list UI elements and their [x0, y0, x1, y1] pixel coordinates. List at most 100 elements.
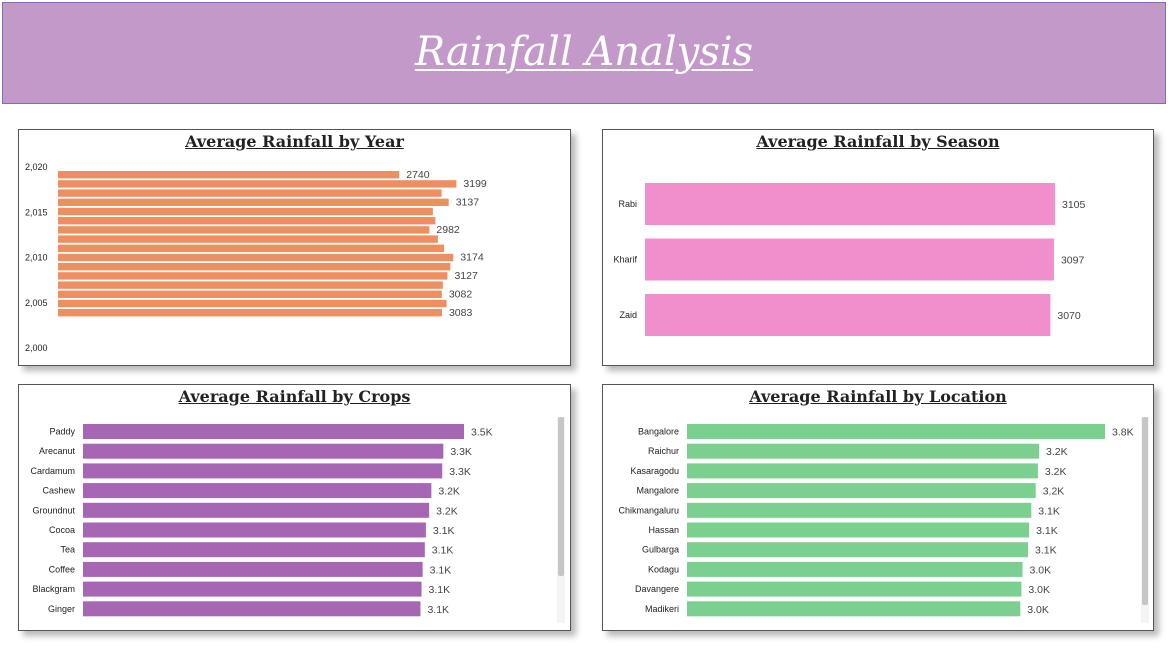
header-banner: Rainfall Analysis	[2, 2, 1166, 104]
data-label-arecanut: 3.3K	[450, 446, 472, 458]
category-label-cardamum: Cardamum	[30, 466, 75, 476]
bar-hassan	[687, 522, 1030, 538]
bar-gulbarga	[687, 542, 1028, 558]
category-label-paddy: Paddy	[49, 427, 75, 437]
bar-zaid	[645, 294, 1051, 336]
bar-year-2016	[58, 207, 433, 216]
data-label-ginger: 3.1K	[427, 604, 449, 616]
bar-year-2006	[58, 299, 447, 308]
category-label-madikeri: Madikeri	[645, 604, 679, 614]
chart-crops: Paddy 3.5K Arecanut 3.3K Cardamum 3.3K Cashew 3…	[30, 424, 493, 617]
category-label-blackgram: Blackgram	[32, 584, 75, 594]
category-label-bangalore: Bangalore	[638, 427, 679, 437]
bar-year-2011	[58, 253, 454, 262]
bar-bangalore	[687, 424, 1105, 439]
data-label-bangalore: 3.8K	[1112, 427, 1134, 439]
chart-panel-crops[interactable]: Average Rainfall by Crops Paddy 3.5K Areca…	[18, 384, 571, 631]
bar-cashew	[83, 483, 432, 499]
bar-year-2018	[58, 189, 442, 197]
bar-cardamum	[83, 463, 443, 479]
bar-year-2005	[58, 309, 442, 317]
bar-tea	[83, 542, 425, 558]
data-label-raichur: 3.2K	[1046, 446, 1068, 458]
y-tick-label: 2,015	[25, 207, 48, 217]
page-title: Rainfall Analysis	[414, 29, 754, 75]
category-label-coffee: Coffee	[49, 564, 75, 574]
category-label-cashew: Cashew	[42, 486, 75, 496]
chart-year: 2,020 2,015 2,010 2,005 2,000 2740 3199 3137 298…	[25, 162, 487, 353]
bar-chikmangaluru	[687, 502, 1032, 518]
data-label-mangalore: 3.2K	[1043, 486, 1065, 498]
data-label-2007: 3082	[449, 289, 473, 301]
category-label-arecanut: Arecanut	[39, 446, 76, 456]
category-label-tea: Tea	[60, 545, 75, 555]
bar-arecanut	[83, 443, 444, 459]
bar-year-2012	[58, 244, 445, 252]
data-label-hassan: 3.1K	[1036, 525, 1058, 537]
bar-ginger	[83, 601, 421, 617]
data-label-2005: 3083	[449, 307, 473, 319]
chart-panel-year[interactable]: Average Rainfall by Year 2,020 2,015 2,010…	[18, 129, 571, 366]
data-label-cashew: 3.2K	[438, 486, 460, 498]
y-tick-label: 2,020	[25, 162, 48, 172]
category-label-ginger: Ginger	[48, 604, 75, 614]
category-label-hassan: Hassan	[648, 525, 679, 535]
bar-paddy	[83, 424, 464, 439]
data-label-paddy: 3.5K	[471, 427, 493, 439]
data-label-kodagu: 3.0K	[1030, 564, 1052, 576]
bar-rabi	[645, 183, 1055, 225]
bar-year-2013	[58, 235, 438, 243]
chart-title-season: Average Rainfall by Season	[756, 132, 1000, 151]
bar-madikeri	[687, 601, 1021, 617]
bar-year-2008	[58, 281, 443, 289]
bar-kodagu	[687, 561, 1023, 577]
data-label-coffee: 3.1K	[430, 564, 452, 576]
category-label-raichur: Raichur	[648, 446, 679, 456]
y-tick-label: 2,000	[25, 343, 48, 353]
chart-location: Bangalore 3.8K Raichur 3.2K Kasaragodu 3.2K Ma…	[618, 424, 1134, 617]
location-scrollbar[interactable]	[1142, 417, 1148, 605]
data-label-kasaragodu: 3.2K	[1045, 466, 1067, 478]
data-label-rabi: 3105	[1062, 199, 1086, 211]
bar-groundnut	[83, 502, 430, 518]
chart-title-location: Average Rainfall by Location	[749, 387, 1007, 406]
bar-mangalore	[687, 483, 1036, 499]
bar-year-2007	[58, 290, 442, 298]
chart-title-crops: Average Rainfall by Crops	[178, 387, 411, 406]
y-tick-label: 2,005	[25, 298, 48, 308]
bar-kasaragodu	[687, 463, 1038, 479]
data-label-chikmangaluru: 3.1K	[1038, 505, 1060, 517]
bar-blackgram	[83, 581, 422, 597]
data-label-cardamum: 3.3K	[449, 466, 471, 478]
bar-kharif	[645, 238, 1054, 281]
data-label-2020: 2740	[406, 169, 430, 181]
bar-raichur	[687, 443, 1039, 459]
bar-davangere	[687, 581, 1022, 597]
y-tick-label: 2,010	[25, 253, 48, 263]
bar-year-2020	[58, 171, 400, 179]
category-label-gulbarga: Gulbarga	[642, 545, 679, 555]
data-label-groundnut: 3.2K	[436, 505, 458, 517]
chart-panel-season[interactable]: Average Rainfall by Season Rabi 3105 Khari…	[602, 129, 1154, 366]
data-label-davangere: 3.0K	[1028, 584, 1050, 596]
data-label-blackgram: 3.1K	[429, 584, 451, 596]
data-label-2011: 3174	[460, 252, 484, 264]
chart-panel-location[interactable]: Average Rainfall by Location Bangalore 3.…	[602, 384, 1154, 631]
bar-year-2019	[58, 180, 457, 188]
data-label-madikeri: 3.0K	[1027, 604, 1049, 616]
category-label-cocoa: Cocoa	[49, 525, 75, 535]
category-label-kasaragodu: Kasaragodu	[630, 466, 679, 476]
data-label-kharif: 3097	[1061, 255, 1085, 267]
chart-title-year: Average Rainfall by Year	[185, 132, 404, 151]
data-label-gulbarga: 3.1K	[1035, 545, 1057, 557]
data-label-zaid: 3070	[1057, 310, 1081, 322]
category-label-groundnut: Groundnut	[32, 505, 75, 515]
crops-scrollbar[interactable]	[558, 417, 564, 576]
category-label-kodagu: Kodagu	[648, 564, 679, 574]
bar-year-2015	[58, 217, 436, 225]
bar-year-2017	[58, 198, 449, 206]
category-label-kharif: Kharif	[613, 255, 637, 265]
category-label-rabi: Rabi	[618, 199, 637, 209]
chart-season: Rabi 3105 Kharif 3097 Zaid 3070	[613, 183, 1086, 336]
bar-year-2010	[58, 263, 451, 271]
